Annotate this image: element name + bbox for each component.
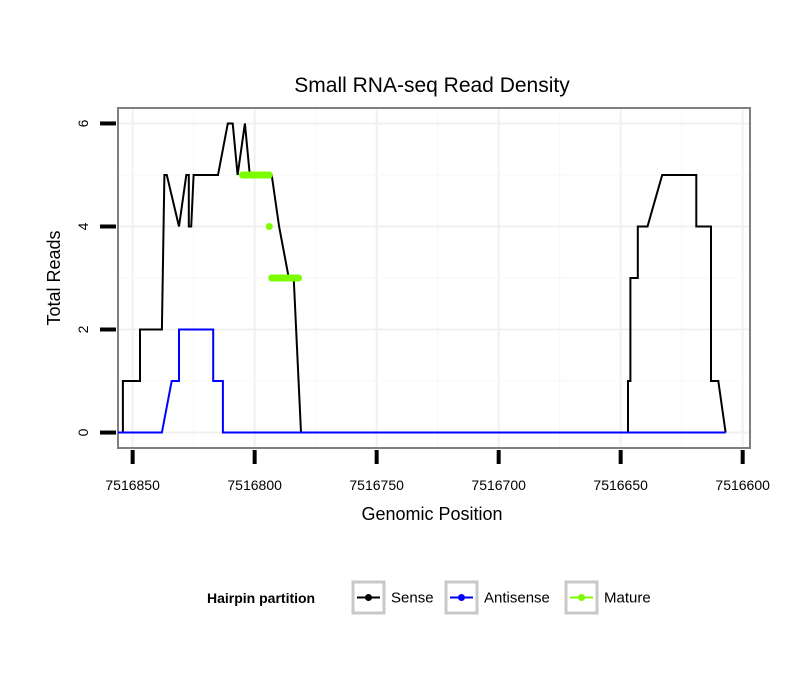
- sense-legend-point: [365, 594, 372, 601]
- plot-panel: [117, 107, 751, 449]
- legend-title: Hairpin partition: [207, 590, 315, 606]
- x-tick-label: 7516850: [105, 477, 160, 493]
- x-tick-label: 7516700: [471, 477, 526, 493]
- y-tick-label: 0: [75, 428, 91, 436]
- series-layer: [118, 122, 727, 434]
- chart-title: Small RNA-seq Read Density: [294, 74, 570, 97]
- axes: 7516850 7516800 7516750 7516700 7516650 75166…: [75, 119, 770, 493]
- antisense-legend-point: [458, 594, 465, 601]
- y-tick-label: 2: [75, 325, 91, 333]
- grid: [118, 108, 750, 448]
- x-tick-label: 7516650: [593, 477, 648, 493]
- x-tick-label: 7516600: [715, 477, 770, 493]
- y-axis-title: Total Reads: [44, 230, 64, 325]
- x-tick-label: 7516750: [349, 477, 404, 493]
- mature-legend-label: Mature: [604, 590, 651, 607]
- legend: Hairpin partition Sense Antisense Mature: [207, 580, 651, 615]
- mature-legend-point: [578, 594, 585, 601]
- antisense-legend-label: Antisense: [484, 590, 550, 607]
- sense-legend-label: Sense: [391, 590, 434, 607]
- y-tick-label: 6: [75, 119, 91, 127]
- antisense-series-line: [118, 328, 726, 434]
- y-tick-label: 4: [75, 222, 91, 230]
- x-axis-title: Genomic Position: [361, 504, 502, 524]
- x-tick-label: 7516800: [227, 477, 282, 493]
